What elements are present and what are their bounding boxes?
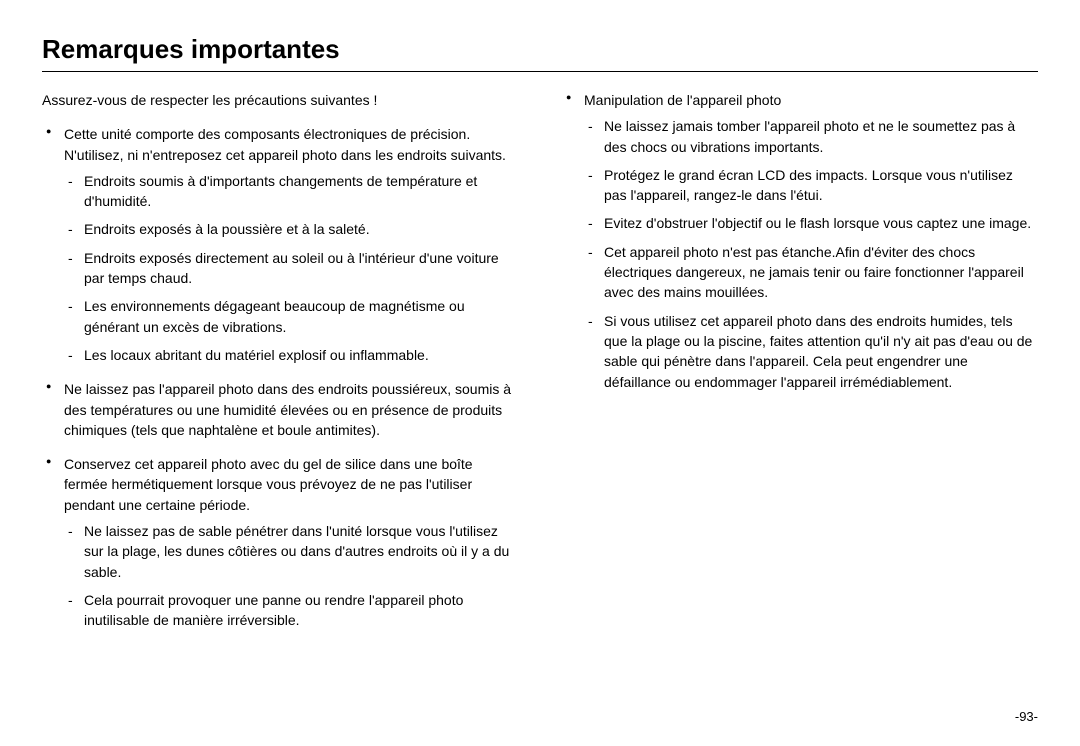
dash-item: Evitez d'obstruer l'objectif ou le flash… — [584, 213, 1038, 233]
bullet-text: Manipulation de l'appareil photo — [584, 92, 781, 108]
dash-list: Ne laissez pas de sable pénétrer dans l'… — [64, 521, 518, 630]
document-page: Remarques importantes Assurez-vous de re… — [0, 0, 1080, 746]
left-column: Assurez-vous de respecter les précaution… — [42, 90, 518, 645]
dash-item: Cet appareil photo n'est pas étanche.Afi… — [584, 242, 1038, 303]
dash-item: Endroits exposés directement au soleil o… — [64, 248, 518, 289]
dash-item: Cela pourrait provoquer une panne ou ren… — [64, 590, 518, 631]
dash-item: Ne laissez pas de sable pénétrer dans l'… — [64, 521, 518, 582]
dash-item: Les environnements dégageant beaucoup de… — [64, 296, 518, 337]
bullet-item: Cette unité comporte des composants élec… — [42, 124, 518, 365]
dash-list: Endroits soumis à d'importants changemen… — [64, 171, 518, 365]
bullet-item: Ne laissez pas l'appareil photo dans des… — [42, 379, 518, 440]
bullet-text: Cette unité comporte des composants élec… — [64, 126, 506, 162]
page-title: Remarques importantes — [42, 34, 1038, 65]
bullet-text: Ne laissez pas l'appareil photo dans des… — [64, 381, 511, 438]
right-column: Manipulation de l'appareil photo Ne lais… — [562, 90, 1038, 645]
bullet-item: Conservez cet appareil photo avec du gel… — [42, 454, 518, 630]
dash-item: Endroits soumis à d'importants changemen… — [64, 171, 518, 212]
columns: Assurez-vous de respecter les précaution… — [42, 90, 1038, 645]
right-bullet-list: Manipulation de l'appareil photo Ne lais… — [562, 90, 1038, 392]
bullet-text: Conservez cet appareil photo avec du gel… — [64, 456, 473, 513]
intro-text: Assurez-vous de respecter les précaution… — [42, 90, 518, 110]
page-number: -93- — [1015, 709, 1038, 724]
left-bullet-list: Cette unité comporte des composants élec… — [42, 124, 518, 630]
dash-item: Endroits exposés à la poussière et à la … — [64, 219, 518, 239]
dash-item: Les locaux abritant du matériel explosif… — [64, 345, 518, 365]
title-rule — [42, 71, 1038, 72]
dash-list: Ne laissez jamais tomber l'appareil phot… — [584, 116, 1038, 392]
bullet-item: Manipulation de l'appareil photo Ne lais… — [562, 90, 1038, 392]
dash-item: Ne laissez jamais tomber l'appareil phot… — [584, 116, 1038, 157]
dash-item: Si vous utilisez cet appareil photo dans… — [584, 311, 1038, 392]
dash-item: Protégez le grand écran LCD des impacts.… — [584, 165, 1038, 206]
